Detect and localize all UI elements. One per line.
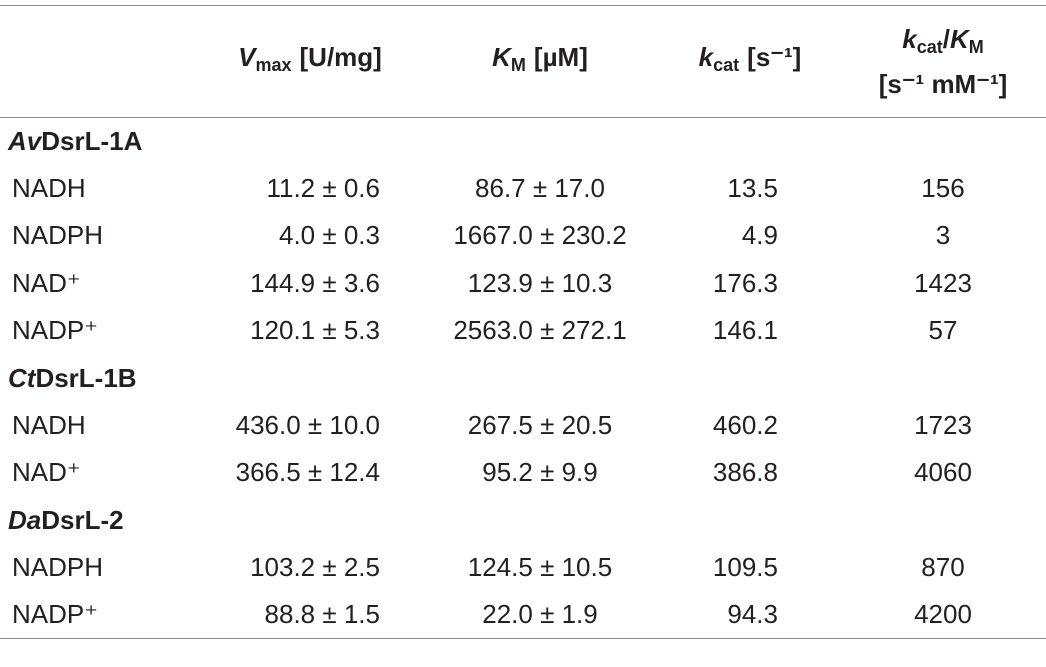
table-head: Vmax [U/mg] KM [µM] kcat [s⁻¹] kcat/KM [s⁻¹ mM⁻… <box>0 5 1046 118</box>
header-row: Vmax [U/mg] KM [µM] kcat [s⁻¹] kcat/KM [s⁻¹ mM⁻… <box>0 5 1046 118</box>
subscript: max <box>255 55 292 75</box>
text-italic: Ct <box>8 362 36 393</box>
substrate: NADH <box>12 173 86 204</box>
value-cell: 146.1 <box>712 315 778 346</box>
value-cell: 4060 <box>914 457 972 488</box>
value-cell: 4200 <box>914 599 972 630</box>
column-header: Vmax [U/mg] <box>200 6 420 118</box>
value-cell: 4.0 ± 0.3 <box>278 220 380 251</box>
value-cell: 156 <box>921 173 965 204</box>
value-cell: 176.3 <box>712 267 778 298</box>
text: / <box>942 23 950 54</box>
text-italic: k <box>902 23 917 54</box>
data-row: NADPH 4.0 ± 0.3 1667.0 ± 230.2 4.9 3 <box>0 212 1046 259</box>
value-cell: 109.5 <box>712 552 778 583</box>
group-row: CtDsrL-1B <box>0 354 1046 401</box>
text-italic: Da <box>8 504 42 535</box>
data-row: NAD⁺ 366.5 ± 12.4 95.2 ± 9.9 386.8 4060 <box>0 449 1046 496</box>
text: DsrL-1A <box>41 125 143 156</box>
text: DsrL-1B <box>35 362 137 393</box>
value-cell: 366.5 ± 12.4 <box>235 457 380 488</box>
text-italic: K <box>492 42 511 72</box>
data-row: NADPH 103.2 ± 2.5 124.5 ± 10.5 109.5 870 <box>0 544 1046 591</box>
text-italic: K <box>949 23 969 54</box>
substrate: NADP⁺ <box>12 599 98 630</box>
substrate: NAD⁺ <box>12 267 81 298</box>
value-cell: 386.8 <box>712 457 778 488</box>
value-cell: 120.1 ± 5.3 <box>250 315 380 346</box>
subscript: M <box>510 55 526 75</box>
column-header: kcat/KM [s⁻¹ mM⁻¹] <box>840 6 1046 118</box>
group-row: AvDsrL-1A <box>0 118 1046 165</box>
value-cell: 11.2 ± 0.6 <box>266 173 380 204</box>
substrate: NAD⁺ <box>12 457 81 488</box>
group-row: DaDsrL-2 <box>0 497 1046 544</box>
subscript: cat <box>713 55 740 75</box>
value-cell: 1667.0 ± 230.2 <box>453 220 627 251</box>
subscript: M <box>968 36 984 57</box>
table-body: AvDsrL-1A NADH 11.2 ± 0.6 86.7 ± 17.0 13.5 15… <box>0 118 1046 639</box>
value-cell: 144.9 ± 3.6 <box>250 267 380 298</box>
value-cell: 3 <box>935 220 951 251</box>
value-cell: 22.0 ± 1.9 <box>482 599 598 630</box>
value-cell: 2563.0 ± 272.1 <box>453 315 627 346</box>
data-row: NADP⁺ 120.1 ± 5.3 2563.0 ± 272.1 146.1 57 <box>0 307 1046 354</box>
value-cell: 436.0 ± 10.0 <box>235 410 380 441</box>
value-cell: 4.9 <box>741 220 778 251</box>
unit: [U/mg] <box>299 42 382 72</box>
unit: [s⁻¹ mM⁻¹] <box>878 68 1008 99</box>
text: DsrL-2 <box>41 504 124 535</box>
value-cell: 86.7 ± 17.0 <box>475 173 605 204</box>
text-italic: V <box>238 42 256 72</box>
value-cell: 124.5 ± 10.5 <box>467 552 613 583</box>
value-cell: 870 <box>921 552 965 583</box>
data-row: NADH 436.0 ± 10.0 267.5 ± 20.5 460.2 1723 <box>0 402 1046 449</box>
value-cell: 95.2 ± 9.9 <box>482 457 598 488</box>
group-name: AvDsrL-1A <box>0 118 1046 165</box>
kinetics-table: Vmax [U/mg] KM [µM] kcat [s⁻¹] kcat/KM [s⁻¹ mM⁻… <box>0 5 1046 639</box>
unit: [µM] <box>533 42 588 72</box>
value-cell: 13.5 <box>727 173 778 204</box>
unit: [s⁻¹] <box>747 42 802 72</box>
value-cell: 88.8 ± 1.5 <box>264 599 380 630</box>
substrate: NADPH <box>12 552 104 583</box>
data-row: NAD⁺ 144.9 ± 3.6 123.9 ± 10.3 176.3 1423 <box>0 260 1046 307</box>
text-italic: k <box>698 42 714 72</box>
data-row: NADH 11.2 ± 0.6 86.7 ± 17.0 13.5 156 <box>0 165 1046 212</box>
column-header <box>0 6 200 118</box>
value-cell: 123.9 ± 10.3 <box>467 267 613 298</box>
text-italic: Av <box>8 125 42 156</box>
substrate: NADP⁺ <box>12 315 98 346</box>
value-cell: 1423 <box>914 267 972 298</box>
value-cell: 267.5 ± 20.5 <box>467 410 613 441</box>
column-header: KM [µM] <box>420 6 660 118</box>
value-cell: 94.3 <box>727 599 778 630</box>
value-cell: 103.2 ± 2.5 <box>250 552 380 583</box>
group-name: DaDsrL-2 <box>0 497 1046 544</box>
subscript: cat <box>916 36 943 57</box>
group-name: CtDsrL-1B <box>0 354 1046 401</box>
substrate: NADPH <box>12 220 104 251</box>
value-cell: 1723 <box>914 410 972 441</box>
value-cell: 57 <box>928 315 958 346</box>
value-cell: 460.2 <box>712 410 778 441</box>
substrate: NADH <box>12 410 86 441</box>
column-header: kcat [s⁻¹] <box>660 6 840 118</box>
data-row: NADP⁺ 88.8 ± 1.5 22.0 ± 1.9 94.3 4200 <box>0 591 1046 638</box>
